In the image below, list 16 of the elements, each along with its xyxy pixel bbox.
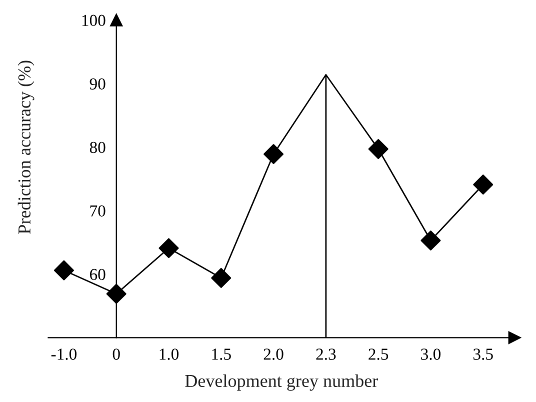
x-axis-title: Development grey number bbox=[185, 374, 378, 391]
y-axis-title: Prediction accuracy (%) bbox=[18, 60, 34, 234]
x-tick-label: 2.0 bbox=[264, 348, 284, 360]
x-tick-label: 2.3 bbox=[316, 348, 336, 360]
x-tick-label: 2.5 bbox=[368, 348, 388, 360]
y-tick-label: 90 bbox=[90, 78, 106, 90]
x-tick-label: 0 bbox=[112, 348, 120, 360]
x-tick-label: -1.0 bbox=[51, 348, 77, 360]
y-tick-label: 100 bbox=[82, 14, 106, 26]
y-tick-label: 60 bbox=[90, 268, 106, 280]
x-tick-label: 1.5 bbox=[212, 348, 231, 360]
y-tick-label: 80 bbox=[90, 142, 106, 154]
x-tick-label: 3.5 bbox=[474, 348, 493, 360]
x-tick-label: 3.0 bbox=[421, 348, 441, 360]
y-tick-label: 70 bbox=[90, 205, 106, 217]
x-tick-label: 1.0 bbox=[160, 348, 179, 360]
